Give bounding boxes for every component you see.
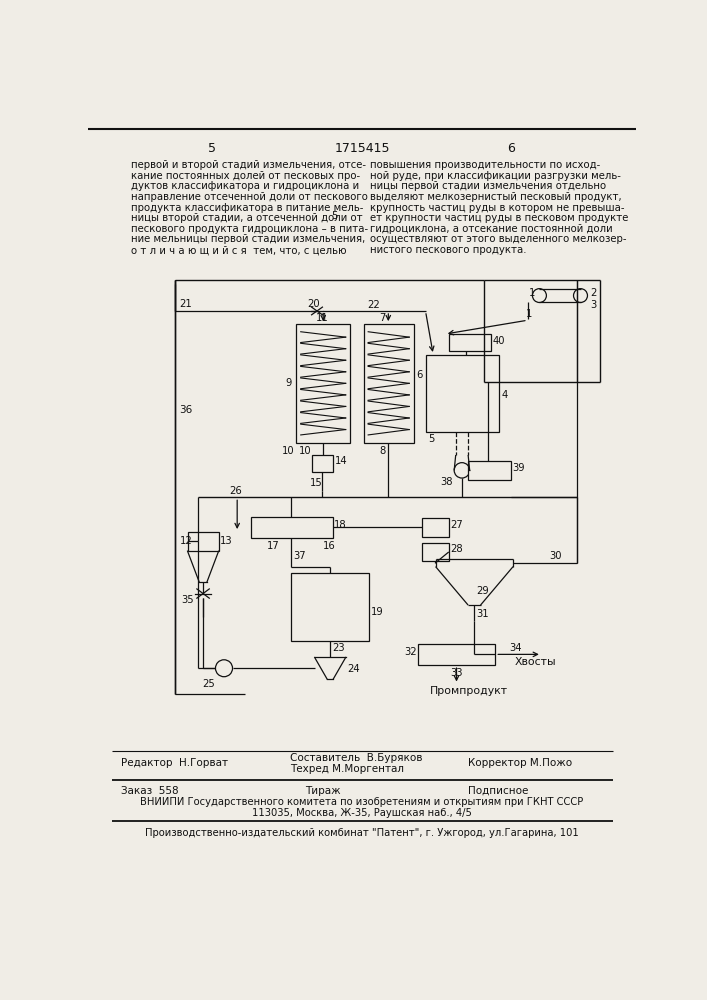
Text: 31: 31	[477, 609, 489, 619]
Text: 18: 18	[334, 520, 346, 530]
Text: 4: 4	[501, 389, 508, 399]
Text: осуществляют от этого выделенного мелкозер-: осуществляют от этого выделенного мелкоз…	[370, 234, 626, 244]
Text: 27: 27	[450, 520, 463, 530]
Text: 113035, Москва, Ж-35, Раушская наб., 4/5: 113035, Москва, Ж-35, Раушская наб., 4/5	[252, 808, 472, 818]
Text: 23: 23	[332, 643, 345, 653]
Bar	[291, 573, 369, 641]
Text: 29: 29	[477, 586, 489, 596]
Text: дуктов классификатора и гидроциклона и: дуктов классификатора и гидроциклона и	[131, 181, 359, 191]
Text: выделяют мелкозернистый песковый продукт,: выделяют мелкозернистый песковый продукт…	[370, 192, 621, 202]
Text: Подписное: Подписное	[468, 786, 529, 796]
Text: Хвосты: Хвосты	[515, 657, 556, 667]
Text: ет крупности частиц руды в песковом продукте: ет крупности частиц руды в песковом прод…	[370, 213, 628, 223]
Text: 11: 11	[315, 313, 328, 323]
Text: кание постоянных долей от песковых про-: кание постоянных долей от песковых про-	[131, 171, 360, 181]
Text: 7: 7	[379, 313, 385, 323]
Bar	[312, 455, 333, 472]
Text: 26: 26	[230, 486, 243, 496]
Text: 1: 1	[529, 288, 535, 298]
Text: гидроциклона, а отсекание постоянной доли: гидроциклона, а отсекание постоянной дол…	[370, 224, 612, 234]
Text: 20: 20	[308, 299, 320, 309]
Text: 39: 39	[513, 463, 525, 473]
Bar	[363, 324, 414, 443]
Text: 28: 28	[450, 544, 463, 554]
Text: 5: 5	[209, 142, 216, 155]
Text: 33: 33	[450, 668, 463, 678]
Text: 3: 3	[590, 300, 597, 310]
Text: 19: 19	[371, 607, 384, 617]
Text: 22: 22	[368, 300, 380, 310]
Text: нистого пескового продукта.: нистого пескового продукта.	[370, 245, 526, 255]
Text: 14: 14	[335, 456, 347, 466]
Text: 21: 21	[179, 299, 192, 309]
Bar	[468, 461, 510, 480]
Text: 5: 5	[428, 434, 434, 444]
Text: Составитель  В.Буряков: Составитель В.Буряков	[290, 753, 422, 763]
Text: 32: 32	[404, 647, 416, 657]
Bar	[421, 543, 449, 561]
Bar	[187, 532, 218, 551]
Text: пескового продукта гидроциклона – в пита-: пескового продукта гидроциклона – в пита…	[131, 224, 368, 234]
Text: о т л и ч а ю щ и й с я  тем, что, с целью: о т л и ч а ю щ и й с я тем, что, с цель…	[131, 245, 346, 255]
Text: 16: 16	[323, 541, 336, 551]
Text: Корректор М.Пожо: Корректор М.Пожо	[468, 758, 572, 768]
Text: Редактор  Н.Горват: Редактор Н.Горват	[121, 758, 228, 768]
Text: 36: 36	[179, 405, 192, 415]
Text: крупность частиц руды в котором не превыша-: крупность частиц руды в котором не превы…	[370, 203, 624, 213]
Text: Техред М.Моргентал: Техред М.Моргентал	[290, 764, 404, 774]
Text: 2: 2	[590, 288, 597, 298]
Bar	[421, 518, 449, 537]
Text: 17: 17	[267, 541, 279, 551]
Text: 1: 1	[525, 309, 532, 319]
Text: ницы второй стадии, а отсеченной доли от: ницы второй стадии, а отсеченной доли от	[131, 213, 363, 223]
Bar	[251, 517, 332, 538]
Text: 15: 15	[310, 478, 323, 488]
Text: 40: 40	[493, 336, 506, 346]
Text: Производственно-издательский комбинат "Патент", г. Ужгород, ул.Гагарина, 101: Производственно-издательский комбинат "П…	[145, 828, 579, 838]
Text: Заказ  558: Заказ 558	[121, 786, 179, 796]
Text: 24: 24	[347, 664, 360, 674]
Text: ной руде, при классификации разгрузки мель-: ной руде, при классификации разгрузки ме…	[370, 171, 621, 181]
Text: 34: 34	[509, 643, 522, 653]
Text: Тираж: Тираж	[305, 786, 341, 796]
Text: 5: 5	[332, 211, 338, 221]
Text: первой и второй стадий измельчения, отсе-: первой и второй стадий измельчения, отсе…	[131, 160, 366, 170]
Text: 6: 6	[507, 142, 515, 155]
Text: направление отсеченной доли от пескового: направление отсеченной доли от пескового	[131, 192, 368, 202]
Text: 8: 8	[379, 446, 385, 456]
Text: 30: 30	[549, 551, 562, 561]
Bar	[418, 644, 495, 665]
Text: ницы первой стадии измельчения отдельно: ницы первой стадии измельчения отдельно	[370, 181, 606, 191]
Text: 35: 35	[182, 595, 194, 605]
Text: повышения производительности по исход-: повышения производительности по исход-	[370, 160, 600, 170]
Text: Промпродукт: Промпродукт	[429, 686, 508, 696]
Bar	[449, 334, 491, 351]
Text: 9: 9	[285, 378, 291, 388]
Text: 12: 12	[180, 536, 192, 546]
Bar	[296, 324, 351, 443]
Text: 10: 10	[282, 446, 295, 456]
Text: 38: 38	[440, 477, 452, 487]
Text: продукта классификатора в питание мель-: продукта классификатора в питание мель-	[131, 203, 363, 213]
Text: 1715415: 1715415	[334, 142, 390, 155]
Text: 37: 37	[293, 551, 306, 561]
Text: ВНИИПИ Государственного комитета по изобретениям и открытиям при ГКНТ СССР: ВНИИПИ Государственного комитета по изоб…	[140, 797, 583, 807]
Text: 10: 10	[298, 446, 311, 456]
Text: 13: 13	[220, 536, 233, 546]
Text: 25: 25	[202, 679, 215, 689]
Bar	[426, 355, 499, 432]
Text: ние мельницы первой стадии измельчения,: ние мельницы первой стадии измельчения,	[131, 234, 366, 244]
Text: 6: 6	[416, 370, 423, 380]
